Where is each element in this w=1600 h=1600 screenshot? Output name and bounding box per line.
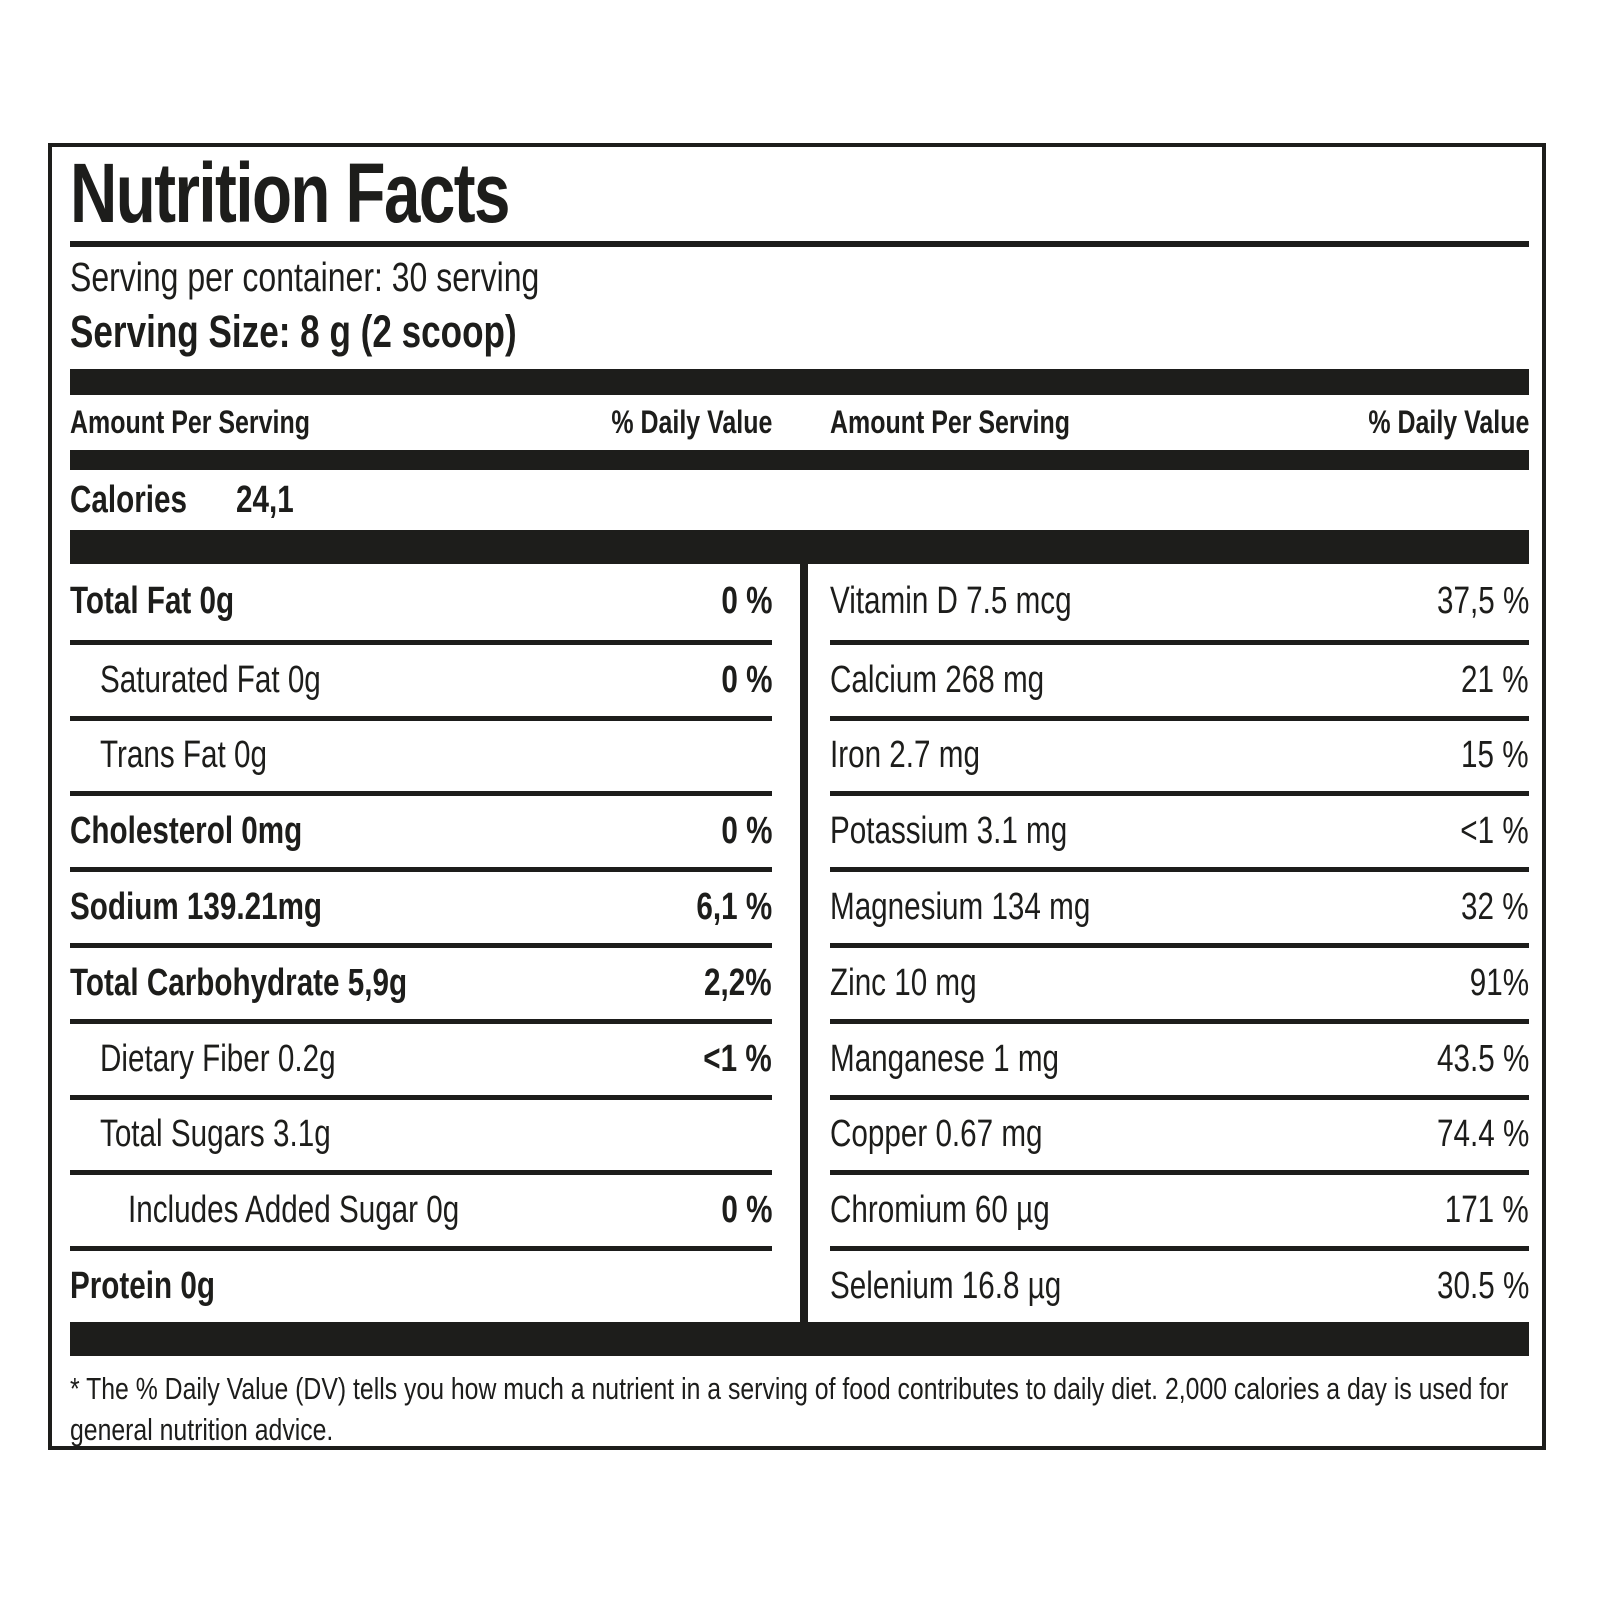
- nutrient-row: Manganese 1 mg 43.5 %: [830, 1018, 1529, 1095]
- nutrient-name: Iron 2.7 mg: [830, 734, 980, 777]
- nutrition-label: Nutrition Facts Serving per container: 3…: [48, 143, 1546, 1450]
- nutrient-row: Saturated Fat 0g 0 %: [70, 639, 772, 716]
- nutrient-name: Copper 0.67 mg: [830, 1113, 1043, 1156]
- nutrient-daily-value: 15 %: [1461, 734, 1529, 777]
- nutrient-daily-value: 43.5 %: [1436, 1037, 1529, 1080]
- nutrient-name: Manganese 1 mg: [830, 1037, 1060, 1080]
- nutrient-row: Dietary Fiber 0.2g <1 %: [70, 1018, 772, 1095]
- nutrient-name: Total Sugars 3.1g: [100, 1113, 331, 1156]
- nutrient-row: Magnesium 134 mg 32 %: [830, 867, 1529, 943]
- title-rule: [70, 241, 1529, 247]
- serving-per-container-row: Serving per container: 30 serving: [70, 251, 1529, 303]
- divider-bar-calories: [70, 530, 1529, 564]
- nutrient-daily-value: 32 %: [1461, 886, 1529, 929]
- nutrient-row: Selenium 16.8 µg 30.5 %: [830, 1246, 1529, 1322]
- nutrient-daily-value: 21 %: [1461, 658, 1529, 701]
- nutrient-daily-value: 0 %: [720, 1189, 772, 1232]
- nutrient-row: Cholesterol 0mg 0 %: [70, 791, 772, 867]
- column-header-right: Amount Per Serving % Daily Value: [800, 395, 1529, 450]
- daily-value-header: % Daily Value: [1368, 404, 1529, 440]
- nutrient-row: Sodium 139.21mg 6,1 %: [70, 867, 772, 943]
- nutrient-row: Total Carbohydrate 5,9g 2,2%: [70, 942, 772, 1019]
- label-title: Nutrition Facts: [70, 146, 510, 240]
- nutrient-daily-value: <1 %: [703, 1037, 772, 1080]
- nutrient-row: Trans Fat 0g: [70, 715, 772, 792]
- nutrients-table: Total Fat 0g 0 % Saturated Fat 0g 0 % Trans …: [70, 564, 1529, 1322]
- nutrient-name: Calcium 268 mg: [830, 658, 1045, 701]
- footnote-row: * The % Daily Value (DV) tells you how m…: [70, 1368, 1529, 1447]
- nutrient-name: Zinc 10 mg: [830, 961, 977, 1004]
- nutrient-daily-value: 171 %: [1444, 1189, 1529, 1232]
- nutrient-daily-value: 74.4 %: [1436, 1113, 1529, 1156]
- nutrient-daily-value: 30.5 %: [1436, 1265, 1529, 1308]
- nutrient-name: Chromium 60 µg: [830, 1189, 1050, 1232]
- nutrient-row: Total Sugars 3.1g: [70, 1094, 772, 1171]
- nutrient-daily-value: 6,1 %: [696, 886, 772, 929]
- nutrient-name: Total Fat 0g: [70, 580, 235, 623]
- nutrient-row: Zinc 10 mg 91%: [830, 942, 1529, 1019]
- nutrient-row: Calcium 268 mg 21 %: [830, 639, 1529, 716]
- calories-value: 24,1: [235, 478, 294, 521]
- nutrient-row: Includes Added Sugar 0g 0 %: [70, 1170, 772, 1246]
- nutrients-left-column: Total Fat 0g 0 % Saturated Fat 0g 0 % Trans …: [70, 564, 800, 1322]
- nutrient-row: Total Fat 0g 0 %: [70, 564, 772, 640]
- nutrient-daily-value: 0 %: [720, 810, 772, 853]
- nutrient-row: Iron 2.7 mg 15 %: [830, 715, 1529, 792]
- nutrient-row: Chromium 60 µg 171 %: [830, 1170, 1529, 1246]
- nutrient-name: Total Carbohydrate 5,9g: [70, 961, 408, 1004]
- nutrient-daily-value: 0 %: [720, 580, 772, 623]
- nutrient-name: Vitamin D 7.5 mcg: [830, 580, 1072, 623]
- nutrient-name: Magnesium 134 mg: [830, 886, 1091, 929]
- amount-header: Amount Per Serving: [830, 404, 1070, 440]
- nutrient-name: Selenium 16.8 µg: [830, 1265, 1062, 1308]
- nutrient-row: Protein 0g: [70, 1246, 772, 1322]
- divider-bar-top: [70, 369, 1529, 395]
- nutrient-name: Saturated Fat 0g: [100, 658, 321, 701]
- nutrient-name: Dietary Fiber 0.2g: [100, 1037, 336, 1080]
- amount-header: Amount Per Serving: [70, 404, 310, 440]
- serving-size: Serving Size: 8 g (2 scoop): [70, 306, 517, 357]
- calories-label: Calories: [70, 478, 187, 521]
- nutrient-daily-value: 2,2%: [704, 961, 772, 1004]
- nutrient-name: Protein 0g: [70, 1265, 215, 1308]
- nutrient-daily-value: 0 %: [720, 658, 772, 701]
- nutrient-name: Trans Fat 0g: [100, 734, 267, 777]
- nutrient-row: Potassium 3.1 mg <1 %: [830, 791, 1529, 867]
- footnote: * The % Daily Value (DV) tells you how m…: [70, 1371, 1509, 1447]
- serving-per-container: Serving per container: 30 serving: [70, 254, 540, 300]
- column-header-left: Amount Per Serving % Daily Value: [70, 395, 800, 450]
- column-headers: Amount Per Serving % Daily Value Amount …: [70, 395, 1529, 450]
- nutrient-name: Includes Added Sugar 0g: [128, 1189, 460, 1232]
- nutrient-daily-value: <1 %: [1460, 810, 1529, 853]
- column-divider: [800, 564, 808, 1322]
- daily-value-header: % Daily Value: [611, 404, 772, 440]
- calories-row: Calories 24,1: [70, 470, 1529, 530]
- label-title-row: Nutrition Facts: [70, 149, 1529, 237]
- nutrient-daily-value: 91%: [1469, 961, 1529, 1004]
- divider-bar-header: [70, 450, 1529, 470]
- serving-size-row: Serving Size: 8 g (2 scoop): [70, 303, 1529, 361]
- nutrient-row: Copper 0.67 mg 74.4 %: [830, 1094, 1529, 1171]
- divider-bar-bottom: [70, 1322, 1529, 1356]
- nutrient-daily-value: 37,5 %: [1436, 580, 1529, 623]
- nutrient-name: Sodium 139.21mg: [70, 886, 323, 929]
- nutrient-row: Vitamin D 7.5 mcg 37,5 %: [830, 564, 1529, 640]
- nutrient-name: Cholesterol 0mg: [70, 810, 303, 853]
- nutrient-name: Potassium 3.1 mg: [830, 810, 1068, 853]
- nutrients-right-column: Vitamin D 7.5 mcg 37,5 % Calcium 268 mg 21 …: [808, 564, 1529, 1322]
